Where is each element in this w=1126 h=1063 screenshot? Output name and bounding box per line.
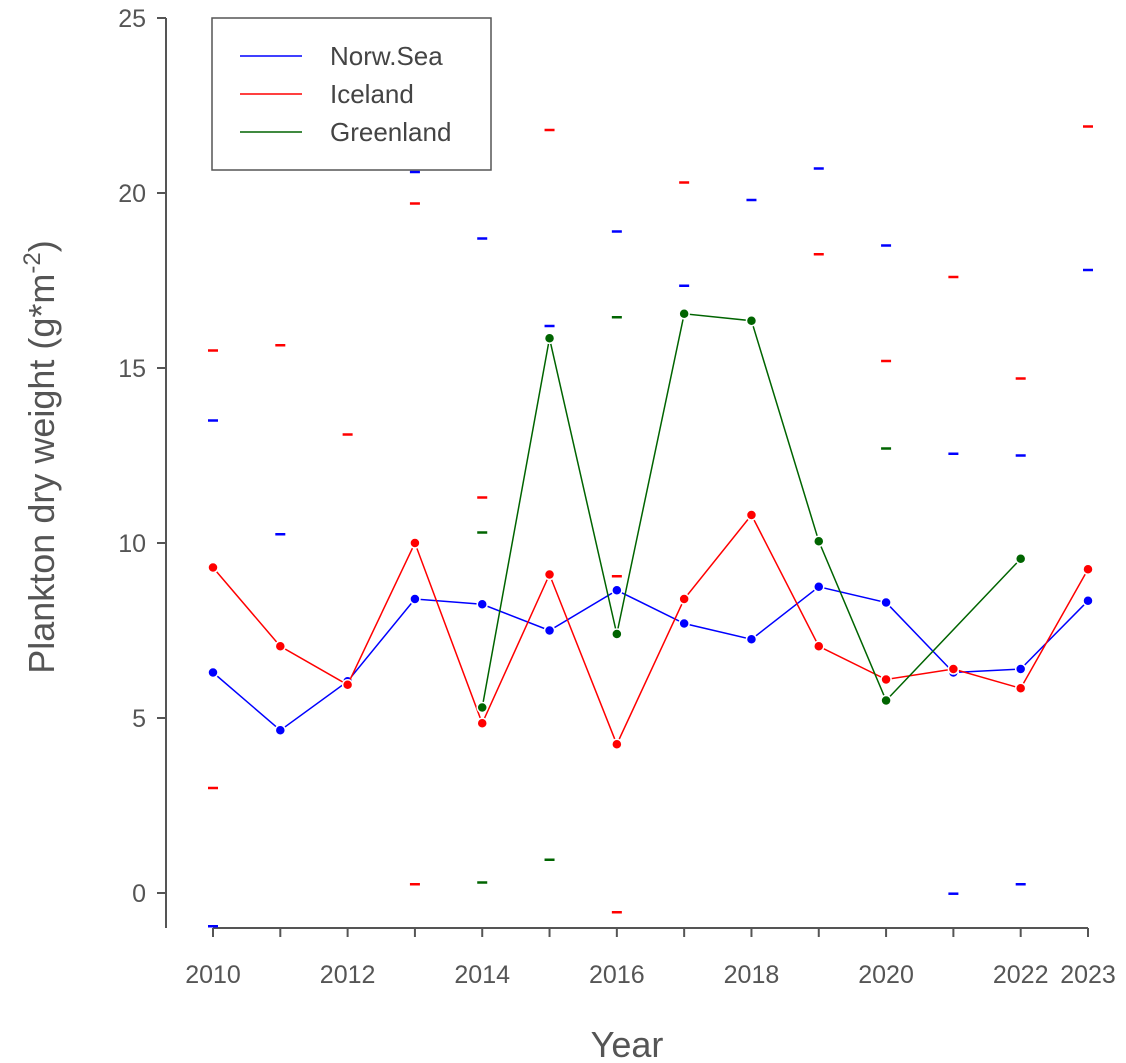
point-greenland-2019 [813,535,825,547]
legend-label-iceland: Iceland [330,79,414,109]
series-line-iceland [212,513,1089,747]
y-ticks: 0 5 10 15 20 25 [118,5,166,908]
point-greenland-2014 [476,701,488,714]
point-norw-sea-2020 [880,596,892,609]
point-greenland-2020 [880,694,892,707]
point-norw-sea-2015 [543,624,556,637]
point-norw-sea-2018 [745,633,758,645]
point-norw-sea-2014 [476,598,488,610]
y-axis-title-base: Plankton dry weight (g*m [21,274,62,674]
point-iceland-2014 [476,717,488,729]
point-iceland-2015 [543,568,556,581]
y-tick-label-5: 5 [132,705,146,733]
series-layer [207,125,1094,928]
legend-items: Norw.Sea Iceland Greenland [240,41,451,147]
point-iceland-2016 [611,738,623,750]
legend-label-greenland: Greenland [330,117,451,147]
x-tick-label-2014: 2014 [454,961,510,989]
y-tick-label-0: 0 [132,880,146,908]
series-greenland [476,308,1027,884]
point-norw-sea-2019 [813,581,825,593]
point-iceland-2013 [409,537,421,549]
point-iceland-2022 [1014,682,1027,694]
point-iceland-2017 [678,593,690,605]
point-iceland-2020 [880,673,892,686]
point-norw-sea-2013 [409,593,421,605]
series-iceland [207,125,1094,914]
x-tick-label-2023: 2023 [1060,961,1116,989]
point-norw-sea-2017 [678,617,690,630]
x-tick-label-2018: 2018 [724,961,780,989]
x-tick-label-2012: 2012 [320,961,376,989]
point-norw-sea-2022 [1014,663,1027,675]
y-axis-title-close: ) [21,240,62,252]
y-axis-title-exponent: -2 [19,252,46,273]
y-tick-label-20: 20 [118,180,146,208]
point-iceland-2018 [745,509,758,521]
legend-label-norw-sea: Norw.Sea [330,41,443,71]
point-iceland-2019 [813,640,825,652]
point-iceland-2012 [341,679,354,691]
x-tick-label-2022: 2022 [993,961,1049,989]
x-ticks: 2010 2012 2014 2016 2018 2020 2022 2023 [185,928,1116,989]
point-iceland-2010 [207,561,219,574]
point-iceland-2011 [274,640,287,652]
x-tick-label-2010: 2010 [185,961,241,989]
x-tick-label-2016: 2016 [589,961,645,989]
axes [165,18,1088,929]
point-iceland-2023 [1082,563,1094,575]
point-norw-sea-2011 [274,724,287,736]
x-axis-title: Year [591,1024,664,1063]
point-greenland-2017 [678,308,690,320]
y-tick-label-25: 25 [118,5,146,33]
point-norw-sea-2010 [207,666,219,679]
series-norw-sea [207,167,1094,928]
point-greenland-2015 [543,332,556,344]
y-tick-label-15: 15 [118,355,146,383]
series-line-greenland [481,312,1022,708]
y-axis-title: Plankton dry weight (g*m-2) [19,240,62,674]
point-iceland-2021 [947,663,960,675]
series-line-norw-sea [212,585,1089,732]
y-tick-label-10: 10 [118,530,146,558]
point-greenland-2022 [1014,553,1027,565]
point-greenland-2018 [745,315,758,327]
legend: Norw.Sea Iceland Greenland [211,17,492,171]
point-greenland-2016 [611,628,623,640]
point-norw-sea-2023 [1082,595,1094,607]
point-norw-sea-2016 [611,584,623,596]
x-tick-label-2020: 2020 [858,961,914,989]
